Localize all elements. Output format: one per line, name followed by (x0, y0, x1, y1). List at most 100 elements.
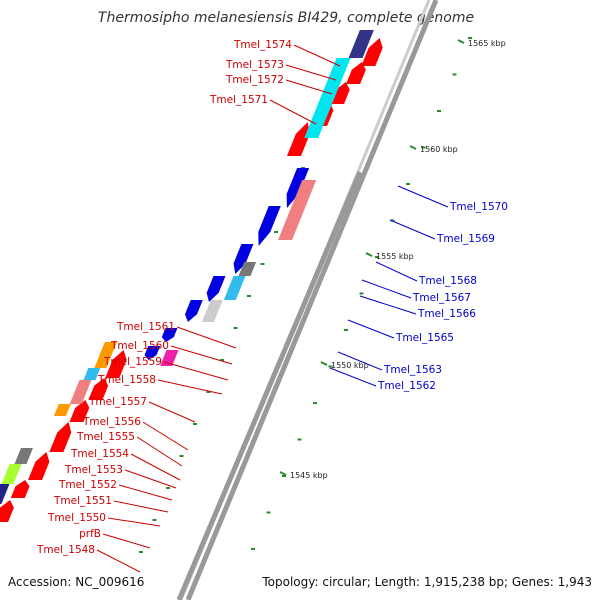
map-title: Thermosipho melanesiensis BI429, complet… (98, 10, 474, 26)
forward-gene-label: Tmel_1552 (58, 479, 117, 491)
gene-block-dark-blue (348, 30, 374, 58)
forward-label-leader (107, 517, 161, 527)
forward-gene-label: Tmel_1559 (103, 356, 162, 368)
forward-gene-label: Tmel_1572 (225, 74, 284, 86)
forward-gene-arrow (10, 480, 30, 498)
gene-block-gray (238, 262, 257, 276)
reverse-label-leader (347, 319, 395, 339)
reverse-gene-arrow (258, 206, 281, 246)
reverse-gene-arrow (144, 346, 161, 360)
forward-gene-label: Tmel_1561 (116, 321, 175, 333)
reverse-gene-arrow (233, 244, 254, 274)
backbone-outer-strand (185, 0, 439, 600)
reverse-gene-label: Tmel_1568 (418, 275, 477, 287)
forward-label-leader (293, 44, 341, 67)
forward-gene-label: Tmel_1551 (53, 495, 112, 507)
kbp-label: 1555 kbp (376, 252, 414, 261)
forward-gene-label: Tmel_1560 (110, 340, 169, 352)
reverse-gene-label: Tmel_1566 (417, 308, 476, 320)
forward-gene-label: Tmel_1550 (47, 512, 106, 524)
forward-gene-arrow (105, 350, 127, 378)
gene-block-light-gray (201, 300, 223, 322)
forward-label-leader (130, 453, 181, 481)
forward-gene-arrow (69, 400, 90, 422)
forward-label-leader (285, 64, 337, 81)
gene-block-cyan (304, 58, 351, 138)
reverse-gene-arrow (206, 276, 226, 302)
kbp-label: 1565 kbp (468, 39, 506, 48)
forward-label-leader (148, 401, 196, 423)
kbp-tick (457, 39, 465, 44)
reverse-gene-label: Tmel_1562 (377, 380, 436, 392)
reverse-gene-arrow (286, 168, 310, 208)
forward-gene-label: Tmel_1548 (36, 544, 95, 556)
kbp-tick (365, 252, 373, 257)
forward-gene-arrow (88, 378, 109, 400)
forward-gene-label: prfB (79, 528, 101, 540)
forward-label-leader (142, 421, 189, 451)
forward-gene-label: Tmel_1571 (209, 94, 268, 106)
forward-gene-arrow (49, 422, 72, 452)
gene-block-light-blue (83, 368, 101, 380)
topology-text: Topology: circular; Length: 1,915,238 bp… (261, 575, 592, 589)
forward-label-leader (136, 436, 183, 467)
forward-label-leader (157, 379, 223, 395)
forward-gene-arrow (286, 122, 310, 156)
forward-gene-label: Tmel_1557 (88, 396, 147, 408)
reverse-label-leader (361, 279, 412, 299)
kbp-label: 1550 kbp (331, 361, 369, 370)
backbone-reverse-strand (176, 171, 363, 600)
kbp-label: 1545 kbp (290, 471, 328, 480)
forward-label-leader (113, 500, 169, 513)
kbp-label: 1560 kbp (420, 145, 458, 154)
gene-block-gray (14, 448, 33, 464)
forward-gene-arrow (0, 500, 14, 522)
gene-block-orange (53, 404, 71, 416)
forward-label-leader (170, 345, 233, 365)
forward-gene-label: Tmel_1573 (225, 59, 284, 71)
forward-gene-label: Tmel_1555 (76, 431, 135, 443)
forward-label-leader (176, 326, 237, 349)
forward-gene-arrow (329, 82, 350, 104)
backbone (176, 0, 439, 600)
gene-block-pink (278, 180, 317, 240)
reverse-gene-arrow (161, 328, 178, 342)
gene-labels: Tmel_1574 Tmel_1573 Tmel_1572 Tmel_1571 Tmel… (36, 39, 508, 556)
kbp-markers: 1565 kbp 1560 kbp 1555 kbp 1550 kbp 1545 kbp (279, 39, 506, 480)
gene-block-lime (1, 464, 22, 484)
gene-block-light-blue (223, 276, 246, 300)
forward-label-leader (118, 484, 173, 501)
reverse-gene-label: Tmel_1565 (395, 332, 454, 344)
forward-gene-label: Tmel_1558 (97, 374, 156, 386)
kbp-tick (409, 145, 417, 150)
reverse-label-leader (329, 367, 377, 387)
forward-gene-label: Tmel_1553 (64, 464, 123, 476)
forward-label-leader (163, 361, 229, 381)
reverse-label-leader (389, 219, 436, 240)
reverse-gene-label: Tmel_1563 (383, 364, 442, 376)
forward-label-leader (102, 533, 151, 549)
accession-text: Accession: NC_009616 (8, 575, 144, 589)
gene-block-pink (69, 380, 92, 404)
reverse-gene-label: Tmel_1567 (412, 292, 471, 304)
forward-gene-label: Tmel_1554 (70, 448, 129, 460)
forward-gene-arrow (361, 38, 383, 66)
kbp-tick (279, 471, 287, 476)
kbp-tick (320, 361, 328, 366)
forward-gene-arrow (28, 452, 50, 480)
reverse-label-leader (375, 261, 418, 282)
reverse-gene-label: Tmel_1569 (436, 233, 495, 245)
reverse-gene-label: Tmel_1570 (449, 201, 508, 213)
forward-label-leader (96, 549, 141, 573)
reverse-gene-arrow (185, 300, 203, 322)
forward-gene-label: Tmel_1556 (82, 416, 141, 428)
forward-gene-arrow (346, 62, 366, 84)
gene-features (0, 30, 383, 522)
reverse-label-leader (397, 185, 449, 208)
forward-label-leader (124, 469, 177, 489)
forward-gene-label: Tmel_1574 (233, 39, 292, 51)
forward-label-leader (285, 79, 333, 95)
reverse-label-leader (359, 295, 417, 315)
